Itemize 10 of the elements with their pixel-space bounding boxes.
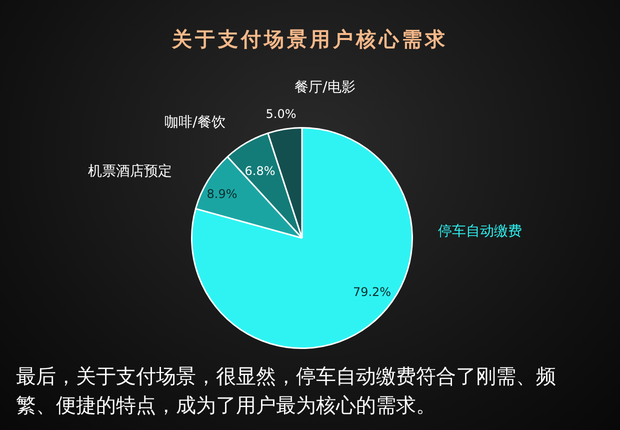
data-label: 5.0% (266, 107, 296, 122)
slice-label: 咖啡/餐饮 (164, 114, 226, 131)
slice-label: 餐厅/电影 (294, 80, 356, 96)
chart-title: 关于支付场景用户核心需求 (170, 26, 449, 53)
data-label: 8.9% (206, 187, 238, 202)
data-label: 79.2% (352, 285, 392, 300)
slice-label: 停车自动缴费 (438, 224, 522, 240)
text: 最后，关于支付场景，很显然，停车自动缴费符合了刚需、频繁、便捷的特点，成为了用户最为核心的需求。 (16, 363, 556, 419)
slice-label: 机票酒店预定 (88, 164, 172, 180)
data-label: 6.8% (244, 164, 276, 178)
